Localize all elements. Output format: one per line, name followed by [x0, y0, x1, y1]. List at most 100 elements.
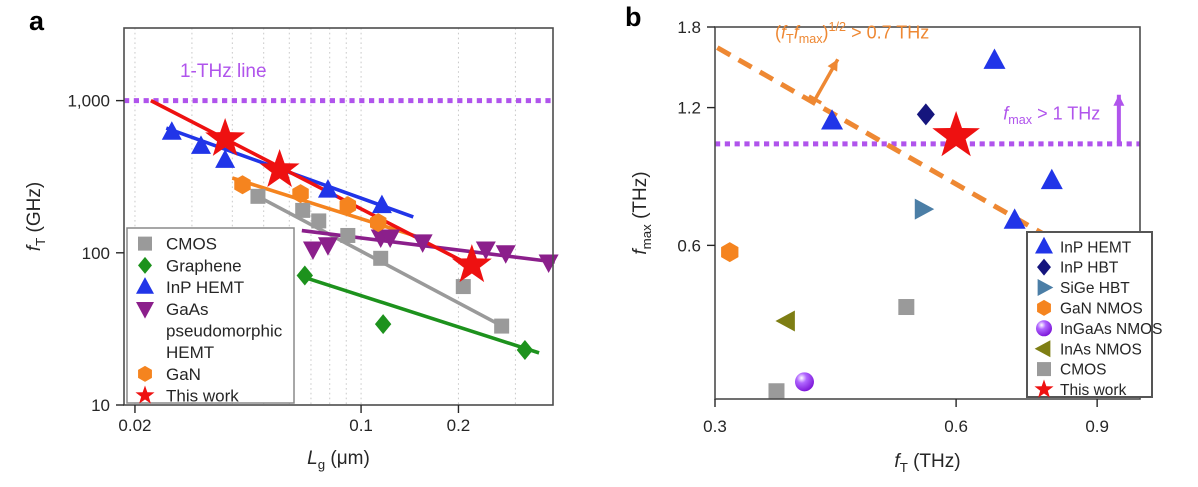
legend-label-inp-hbt: InP HBT	[1060, 260, 1119, 277]
marker-this-work	[932, 111, 980, 157]
marker-cmos	[295, 202, 311, 218]
marker-cmos	[311, 213, 327, 229]
marker-gan	[370, 213, 387, 233]
x-tick-label: 0.6	[944, 417, 968, 436]
marker-cmos	[455, 279, 471, 295]
x-tick-label: 0.9	[1085, 417, 1109, 436]
legend-marker-cmos	[138, 236, 152, 251]
marker-cmos	[494, 318, 510, 334]
y-tick-label: 1.2	[677, 99, 701, 118]
legend-label-inp-hemt: InP HEMT	[1060, 239, 1132, 256]
marker-this-work	[259, 149, 300, 187]
diagonal-threshold-label: (fTfmax)1/2 > 0.7 THz	[775, 20, 929, 46]
x-tick-label: 0.02	[118, 416, 151, 435]
diagonal-arrow-base	[808, 94, 823, 105]
marker-inp-hemt	[215, 149, 236, 168]
marker-inp-hemt	[821, 109, 844, 130]
diagonal-arrow-head	[827, 59, 838, 72]
panel-b-label: b	[625, 2, 642, 32]
legend-label-this-work: This work	[166, 387, 239, 406]
legend-label-gaas-pseudomorphic-hemt: GaAs	[166, 300, 209, 319]
marker-this-work	[451, 244, 492, 283]
diagonal-threshold-line	[716, 45, 1058, 244]
marker-gaas-pseudomorphic-hemt	[495, 245, 516, 264]
marker-cmos	[250, 188, 266, 204]
marker-gan-nmos	[721, 242, 739, 263]
legend-marker-this-work	[135, 385, 155, 404]
threshold-label: fmax > 1 THz	[1003, 104, 1100, 128]
trend-graphene	[303, 275, 540, 355]
y-tick-label: 1.8	[677, 18, 701, 37]
legend-marker-sige-hbt	[1037, 278, 1054, 296]
legend-marker-inas-nmos	[1034, 340, 1051, 358]
marker-gaas-pseudomorphic-hemt	[475, 241, 496, 260]
marker-gaas-pseudomorphic-hemt	[380, 229, 401, 249]
threshold-label: 1-THz line	[180, 61, 267, 82]
marker-inp-hemt	[1003, 208, 1026, 229]
marker-gan	[292, 184, 309, 204]
marker-gan	[234, 175, 251, 195]
marker-graphene	[296, 265, 314, 286]
legend-label-cmos: CMOS	[1060, 362, 1107, 379]
marker-cmos	[373, 250, 389, 266]
panel-b: 0.3 0.6 0.9 0.6 1.2 1.8 fT (THz) fmax (THz) fmax…	[630, 18, 1163, 475]
legend-marker-cmos	[1037, 362, 1051, 377]
marker-gaas-pseudomorphic-hemt	[302, 241, 323, 260]
legend-box	[126, 227, 295, 404]
panel-a-label: a	[29, 6, 45, 36]
marker-gan	[339, 196, 357, 216]
legend-marker-ingaas-nmos	[1036, 320, 1052, 337]
marker-cmos	[898, 299, 915, 316]
marker-inp-hemt	[190, 135, 211, 154]
marker-inp-hemt	[983, 48, 1006, 69]
legend-marker-gan	[138, 365, 152, 382]
y-tick-label: 0.6	[677, 236, 701, 255]
marker-graphene	[374, 314, 392, 335]
legend-marker-inp-hemt	[1035, 236, 1053, 254]
y-tick-label: 1,000	[67, 92, 110, 111]
legend-label-graphene: Graphene	[166, 256, 242, 275]
y-axis-label: fmax (THz)	[630, 171, 654, 254]
plot-border	[714, 26, 1141, 400]
x-tick-label: 0.1	[349, 416, 373, 435]
legend-label-sige-hbt: SiGe HBT	[1060, 280, 1130, 297]
legend-label-cmos: CMOS	[166, 235, 217, 254]
marker-cmos	[340, 227, 356, 243]
panel-a: 0.02 0.1 0.2 10 100 1,000 Lg (μm) fT (GHz) 1-THz…	[24, 27, 559, 472]
y-axis-label: fT (GHz)	[24, 182, 48, 251]
legend-label-gan: GaN	[166, 365, 201, 384]
legend-label-gan-nmos: GaN NMOS	[1060, 300, 1143, 317]
legend-label-gaas-pseudomorphic-hemt: pseudomorphic	[166, 322, 283, 341]
legend-marker-inp-hbt	[1037, 258, 1051, 276]
x-axis-label: Lg (μm)	[307, 448, 370, 472]
legend-label-gaas-pseudomorphic-hemt: HEMT	[166, 343, 214, 362]
trend-gan	[231, 176, 428, 242]
plot-border	[123, 27, 554, 406]
legend-label-ingaas-nmos: InGaAs NMOS	[1060, 321, 1163, 338]
legend-marker-gaas-pseudomorphic-hemt	[136, 301, 154, 319]
marker-sige-hbt	[914, 198, 935, 220]
marker-inp-hemt	[317, 179, 338, 198]
x-tick-label: 0.2	[447, 416, 471, 435]
marker-inas-nmos	[775, 310, 795, 332]
x-tick-label: 0.3	[703, 417, 727, 436]
legend-marker-graphene	[138, 256, 152, 274]
marker-cmos	[768, 383, 785, 400]
marker-inp-hbt	[916, 103, 935, 126]
marker-this-work	[205, 117, 246, 156]
marker-graphene	[516, 339, 534, 360]
marker-inp-hemt	[1040, 168, 1063, 190]
legend-label-inp-hemt: InP HEMT	[166, 278, 244, 297]
marker-gaas-pseudomorphic-hemt	[317, 237, 338, 256]
legend-marker-inp-hemt	[136, 277, 154, 294]
marker-gaas-pseudomorphic-hemt	[412, 234, 433, 253]
legend-marker-gan-nmos	[1037, 299, 1051, 316]
legend-marker-this-work	[1034, 379, 1054, 398]
y-tick-label: 100	[82, 244, 110, 263]
marker-inp-hemt	[161, 121, 182, 140]
y-tick-label: 10	[91, 396, 110, 415]
legend-label-this-work: This work	[1060, 382, 1127, 399]
marker-inp-hemt	[371, 194, 392, 214]
